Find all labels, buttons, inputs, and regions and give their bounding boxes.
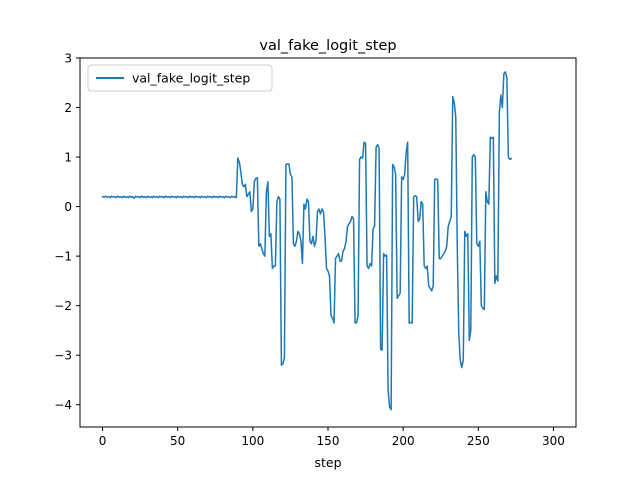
legend-box — [87, 64, 273, 92]
x-tick-label: 50 — [170, 434, 185, 448]
y-tick-label: −3 — [54, 349, 72, 363]
y-tick-label: −1 — [54, 250, 72, 264]
y-tick-label: 1 — [64, 151, 72, 165]
y-tick-label: −2 — [54, 299, 72, 313]
y-tick-label: 2 — [64, 101, 72, 115]
legend-entry-label: val_fake_logit_step — [132, 71, 250, 86]
x-tick-label: 250 — [467, 434, 490, 448]
y-axis-ticks: −4 −3 −2 −1 0 1 2 3 — [54, 52, 80, 412]
x-axis-ticks: 0 50 100 150 200 250 300 — [99, 427, 565, 448]
x-tick-label: 150 — [317, 434, 340, 448]
chart-title: val_fake_logit_step — [259, 38, 396, 54]
x-tick-label: 0 — [99, 434, 107, 448]
plot-area: 0 50 100 150 200 250 300 −4 −3 −2 −1 0 1 2 3 — [54, 52, 577, 448]
x-axis-label: step — [314, 455, 341, 470]
y-tick-label: −4 — [54, 398, 72, 412]
x-tick-label: 100 — [241, 434, 264, 448]
x-tick-label: 300 — [542, 434, 565, 448]
legend: val_fake_logit_step — [87, 64, 273, 92]
series-layer — [101, 71, 513, 411]
y-tick-label: 3 — [64, 52, 72, 66]
series-line-0 — [101, 71, 513, 411]
x-tick-label: 200 — [392, 434, 415, 448]
y-tick-label: 0 — [64, 200, 72, 214]
